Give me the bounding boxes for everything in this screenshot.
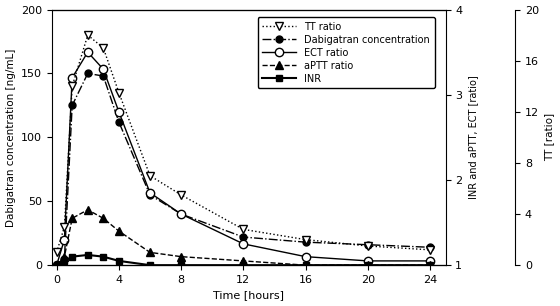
aPTT ratio: [53, 263, 60, 267]
Dabigatran concentration: [147, 193, 153, 197]
Dabigatran concentration: [365, 243, 371, 247]
Line: INR: INR: [53, 252, 433, 269]
TT ratio: [85, 33, 91, 37]
ECT ratio: [61, 238, 68, 241]
INR: [53, 263, 60, 267]
TT ratio: [178, 193, 184, 197]
ECT ratio: [115, 110, 122, 114]
ECT ratio: [69, 76, 76, 80]
ECT ratio: [147, 191, 153, 195]
INR: [69, 255, 76, 259]
Line: ECT ratio: ECT ratio: [53, 48, 434, 269]
ECT ratio: [240, 242, 247, 246]
INR: [240, 263, 247, 267]
Dabigatran concentration: [53, 263, 60, 267]
ECT ratio: [302, 255, 309, 259]
INR: [365, 263, 371, 267]
aPTT ratio: [115, 229, 122, 233]
INR: [427, 263, 433, 267]
ECT ratio: [100, 67, 106, 71]
INR: [61, 259, 68, 263]
aPTT ratio: [365, 263, 371, 267]
aPTT ratio: [178, 255, 184, 259]
ECT ratio: [178, 212, 184, 216]
aPTT ratio: [240, 259, 247, 263]
aPTT ratio: [61, 255, 68, 259]
Dabigatran concentration: [61, 257, 68, 261]
aPTT ratio: [147, 251, 153, 254]
aPTT ratio: [100, 216, 106, 220]
ECT ratio: [85, 50, 91, 54]
TT ratio: [53, 251, 60, 254]
Y-axis label: INR and aPTT, ECT [ratio]: INR and aPTT, ECT [ratio]: [468, 76, 478, 199]
TT ratio: [427, 248, 433, 252]
Dabigatran concentration: [302, 240, 309, 244]
Dabigatran concentration: [85, 72, 91, 75]
TT ratio: [100, 46, 106, 50]
Y-axis label: TT [ratio]: TT [ratio]: [544, 113, 554, 162]
aPTT ratio: [85, 208, 91, 212]
X-axis label: Time [hours]: Time [hours]: [213, 290, 284, 300]
ECT ratio: [53, 263, 60, 267]
aPTT ratio: [302, 263, 309, 267]
INR: [178, 263, 184, 267]
Line: TT ratio: TT ratio: [53, 31, 434, 256]
Dabigatran concentration: [69, 103, 76, 107]
INR: [85, 253, 91, 257]
TT ratio: [302, 238, 309, 241]
TT ratio: [365, 244, 371, 248]
TT ratio: [61, 225, 68, 229]
ECT ratio: [365, 259, 371, 263]
Line: Dabigatran concentration: Dabigatran concentration: [53, 70, 433, 269]
Dabigatran concentration: [240, 235, 247, 239]
Dabigatran concentration: [100, 74, 106, 78]
aPTT ratio: [69, 216, 76, 220]
aPTT ratio: [427, 263, 433, 267]
Legend: TT ratio, Dabigatran concentration, ECT ratio, aPTT ratio, INR: TT ratio, Dabigatran concentration, ECT …: [258, 17, 435, 88]
Dabigatran concentration: [115, 120, 122, 124]
INR: [115, 259, 122, 263]
TT ratio: [69, 84, 76, 88]
TT ratio: [240, 228, 247, 231]
ECT ratio: [427, 259, 433, 263]
Dabigatran concentration: [178, 212, 184, 216]
INR: [100, 255, 106, 259]
INR: [147, 263, 153, 267]
Dabigatran concentration: [427, 245, 433, 249]
Y-axis label: Dabigatran concentration [ng/mL]: Dabigatran concentration [ng/mL]: [6, 48, 16, 226]
TT ratio: [147, 174, 153, 177]
INR: [302, 263, 309, 267]
TT ratio: [115, 91, 122, 95]
Line: aPTT ratio: aPTT ratio: [53, 206, 434, 269]
